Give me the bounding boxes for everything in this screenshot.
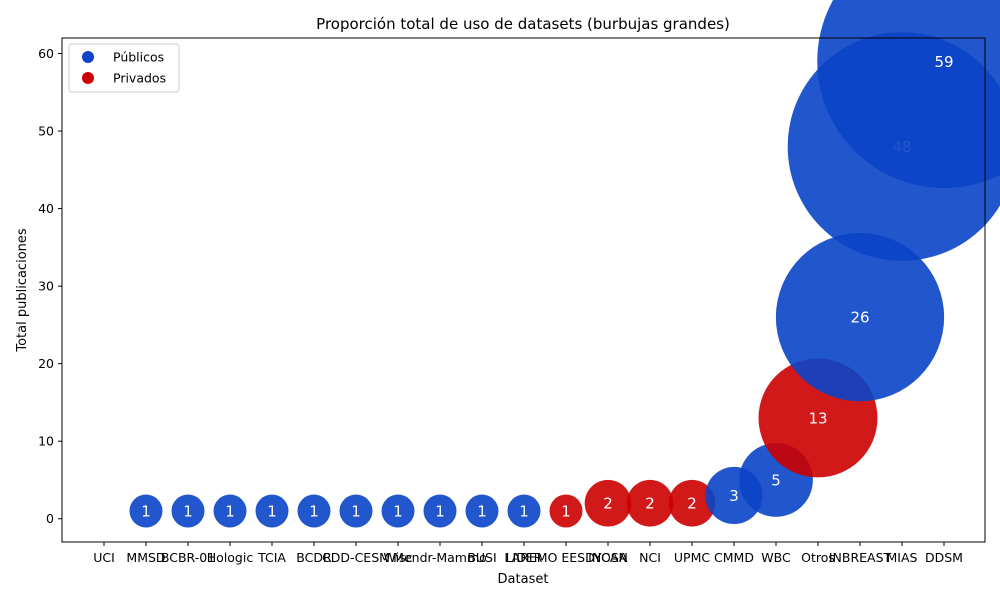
x-axis-title: Dataset xyxy=(498,572,549,587)
bubble-label-tcia: 1 xyxy=(267,502,277,520)
legend-label-p-blicos: Públicos xyxy=(113,50,164,65)
bubble-label-incan: 2 xyxy=(603,495,613,513)
x-tick-label-laremo-eesdyosa: LAREMO EESDYOSA xyxy=(504,550,628,565)
legend: Públicos Privados xyxy=(68,43,180,93)
x-tick-label-mias: MIAS xyxy=(887,550,918,565)
y-tick-label-30: 30 xyxy=(38,279,54,294)
bubble-nci xyxy=(626,479,674,527)
x-tick-label-inbreast: INBREAST xyxy=(829,550,892,565)
bubble-label-nci: 2 xyxy=(645,495,655,513)
y-tick-label-10: 10 xyxy=(38,434,54,449)
x-tick-label-lider: LIDER xyxy=(506,550,543,565)
x-tick-label-otros: Otros xyxy=(801,550,835,565)
x-tick-label-cdd-cesm: CDD-CESM xyxy=(322,550,390,565)
x-tick-label-bcbr-01: BCBR-01 xyxy=(161,550,215,565)
bubble-label-mendr-mammo: 1 xyxy=(435,502,445,520)
bubble-label-hologic: 1 xyxy=(225,502,235,520)
x-tick-label-busi: BUSI xyxy=(467,550,496,565)
y-tick-label-50: 50 xyxy=(38,124,54,139)
bubble-incan xyxy=(584,479,632,527)
bubble-lider xyxy=(507,494,541,528)
y-axis-title: Total publicaciones xyxy=(15,228,30,353)
legend-box xyxy=(68,43,180,93)
x-tick-label-tcia: TCIA xyxy=(257,550,286,565)
x-tick-label-bcdr: BCDR xyxy=(296,550,332,565)
legend-label-privados: Privados xyxy=(113,71,166,86)
x-tick-label-upmc: UPMC xyxy=(674,550,710,565)
y-axis: 0 10 20 30 40 50 60 xyxy=(38,46,62,526)
bubble-busi xyxy=(465,494,499,528)
bubble-hologic xyxy=(213,494,247,528)
bubble-label-cmmd: 3 xyxy=(729,487,739,505)
bubble-label-ddsm: 59 xyxy=(934,53,953,71)
bubble-cdd-cesm xyxy=(339,494,373,528)
x-tick-label-wisc: Wisc xyxy=(384,550,413,565)
y-tick-label-0: 0 xyxy=(46,511,54,526)
x-tick-label-wbc: WBC xyxy=(761,550,791,565)
bubble-mmsd xyxy=(129,494,163,528)
bubble-label-wbc: 5 xyxy=(771,471,781,489)
x-tick-label-incan: INCAN xyxy=(588,550,628,565)
bubble-label-inbreast: 26 xyxy=(850,309,869,327)
x-tick-label-mendr-mammo: Mendr-Mammo xyxy=(393,550,487,565)
bubble-bcbr-01 xyxy=(171,494,205,528)
bubble-label-laremo-eesdyosa: 1 xyxy=(561,502,571,520)
y-tick-label-60: 60 xyxy=(38,46,54,61)
legend-marker-p-blicos xyxy=(82,51,94,63)
bubble-label-cdd-cesm: 1 xyxy=(351,502,361,520)
bubble-ddsm xyxy=(817,0,1000,188)
bubble-tcia xyxy=(255,494,289,528)
bubble-laremo-eesdyosa xyxy=(549,494,583,528)
bubble-label-bcdr: 1 xyxy=(309,502,319,520)
chart-title: Proporción total de uso de datasets (bur… xyxy=(316,15,730,33)
legend-marker-privados xyxy=(82,72,94,84)
bubble-label-wisc: 1 xyxy=(393,502,403,520)
bubble-wisc xyxy=(381,494,415,528)
bubble-label-busi: 1 xyxy=(477,502,487,520)
bubble-bcdr xyxy=(297,494,331,528)
x-tick-label-nci: NCI xyxy=(639,550,661,565)
bubble-label-lider: 1 xyxy=(519,502,529,520)
bubble-inbreast xyxy=(775,233,945,402)
x-tick-label-cmmd: CMMD xyxy=(714,550,754,565)
bubble-upmc xyxy=(668,479,716,527)
x-tick-label-hologic: Hologic xyxy=(207,550,254,565)
x-tick-label-ddsm: DDSM xyxy=(925,550,963,565)
y-tick-label-20: 20 xyxy=(38,356,54,371)
x-tick-label-mmsd: MMSD xyxy=(126,550,165,565)
bubble-mendr-mammo xyxy=(423,494,457,528)
bubble-label-bcbr-01: 1 xyxy=(183,502,193,520)
x-tick-label-uci: UCI xyxy=(93,550,115,565)
y-tick-label-40: 40 xyxy=(38,201,54,216)
bubble-label-otros: 13 xyxy=(808,409,827,427)
bubble-layer: 111111111112223513264859 xyxy=(129,0,1000,528)
bubble-label-upmc: 2 xyxy=(687,495,697,513)
bubble-label-mmsd: 1 xyxy=(141,502,151,520)
